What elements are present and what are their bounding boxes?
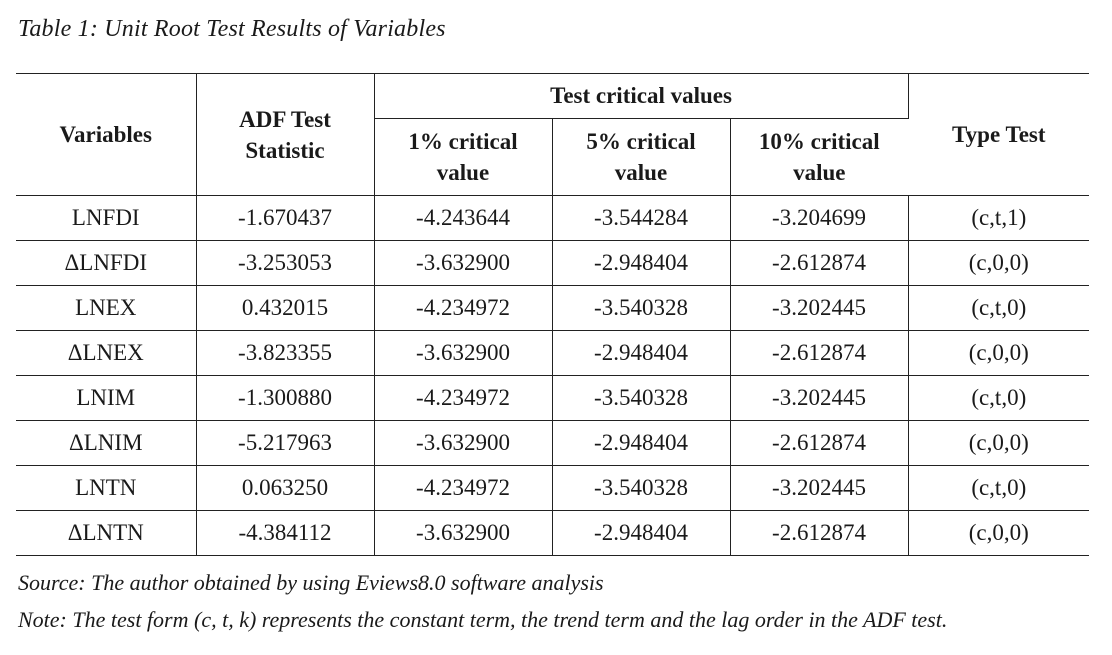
cell-type-test: (c,0,0): [908, 420, 1090, 466]
cell-adf-statistic: -1.300880: [196, 375, 375, 421]
cell-adf-statistic: -4.384112: [196, 510, 375, 556]
unit-root-table: Variables ADF Test Statistic Test critic…: [16, 73, 1090, 556]
cell-type-test: (c,t,0): [908, 465, 1090, 511]
table-row: LNFDI -1.670437 -4.243644 -3.544284 -3.2…: [16, 195, 1090, 241]
cell-variable: LNIM: [16, 375, 197, 421]
header-adf-line2: Statistic: [245, 137, 325, 163]
table-row: ΔLNIM -5.217963 -3.632900 -2.948404 -2.6…: [16, 420, 1090, 466]
cell-adf-statistic: -3.253053: [196, 240, 375, 286]
cell-cv-1pct: -3.632900: [374, 510, 553, 556]
header-cv-1pct: 1% critical value: [374, 118, 553, 196]
cell-cv-1pct: -4.234972: [374, 375, 553, 421]
header-cv5-line1: 5% critical: [586, 129, 696, 154]
header-cv-5pct: 5% critical value: [552, 118, 731, 196]
header-cv1-line2: value: [436, 160, 490, 185]
header-adf-statistic: ADF Test Statistic: [196, 73, 375, 196]
footnote: Note: The test form (c, t, k) represents…: [18, 607, 948, 632]
table-row: ΔLNEX -3.823355 -3.632900 -2.948404 -2.6…: [16, 330, 1090, 376]
table-row: LNIM -1.300880 -4.234972 -3.540328 -3.20…: [16, 375, 1090, 421]
header-cv1-line1: 1% critical: [408, 129, 518, 154]
cell-cv-10pct: -3.202445: [730, 375, 909, 421]
cell-variable: ΔLNEX: [16, 330, 197, 376]
cell-variable: ΔLNIM: [16, 420, 197, 466]
header-cv-10pct: 10% critical value: [730, 118, 909, 196]
header-cv5-line2: value: [614, 160, 668, 185]
cell-type-test: (c,t,0): [908, 375, 1090, 421]
header-cv10-line2: value: [793, 160, 846, 185]
cell-adf-statistic: -3.823355: [196, 330, 375, 376]
cell-cv-1pct: -3.632900: [374, 330, 553, 376]
header-type-test: Type Test: [908, 73, 1090, 196]
cell-variable: LNFDI: [16, 195, 197, 241]
cell-variable: LNEX: [16, 285, 197, 331]
cell-type-test: (c,0,0): [908, 240, 1090, 286]
table-row: LNTN 0.063250 -4.234972 -3.540328 -3.202…: [16, 465, 1090, 511]
table-row: ΔLNFDI -3.253053 -3.632900 -2.948404 -2.…: [16, 240, 1090, 286]
cell-type-test: (c,0,0): [908, 330, 1090, 376]
cell-cv-10pct: -2.612874: [730, 240, 909, 286]
table-caption: Table 1: Unit Root Test Results of Varia…: [18, 16, 446, 42]
table-row: LNEX 0.432015 -4.234972 -3.540328 -3.202…: [16, 285, 1090, 331]
cell-cv-10pct: -2.612874: [730, 330, 909, 376]
cell-cv-10pct: -3.204699: [730, 195, 909, 241]
cell-cv-5pct: -2.948404: [552, 330, 731, 376]
cell-cv-10pct: -2.612874: [730, 510, 909, 556]
cell-adf-statistic: -1.670437: [196, 195, 375, 241]
header-test-critical-values: Test critical values: [374, 73, 909, 119]
cell-cv-5pct: -3.540328: [552, 285, 731, 331]
cell-adf-statistic: 0.432015: [196, 285, 375, 331]
cell-variable: LNTN: [16, 465, 197, 511]
cell-cv-1pct: -4.234972: [374, 285, 553, 331]
cell-cv-1pct: -3.632900: [374, 420, 553, 466]
cell-cv-10pct: -3.202445: [730, 465, 909, 511]
header-cv10-line1: 10% critical: [758, 129, 880, 154]
cell-cv-5pct: -3.540328: [552, 465, 731, 511]
cell-type-test: (c,t,1): [908, 195, 1090, 241]
cell-cv-10pct: -3.202445: [730, 285, 909, 331]
source-note: Source: The author obtained by using Evi…: [18, 570, 604, 595]
cell-cv-1pct: -4.243644: [374, 195, 553, 241]
cell-type-test: (c,t,0): [908, 285, 1090, 331]
cell-cv-5pct: -3.540328: [552, 375, 731, 421]
cell-cv-1pct: -3.632900: [374, 240, 553, 286]
cell-cv-1pct: -4.234972: [374, 465, 553, 511]
cell-cv-5pct: -2.948404: [552, 240, 731, 286]
header-variables: Variables: [16, 73, 197, 196]
cell-variable: ΔLNTN: [16, 510, 197, 556]
header-adf-line1: ADF Test: [239, 106, 331, 132]
cell-cv-10pct: -2.612874: [730, 420, 909, 466]
cell-variable: ΔLNFDI: [16, 240, 197, 286]
cell-adf-statistic: 0.063250: [196, 465, 375, 511]
cell-cv-5pct: -3.544284: [552, 195, 731, 241]
cell-cv-5pct: -2.948404: [552, 420, 731, 466]
table-row: ΔLNTN -4.384112 -3.632900 -2.948404 -2.6…: [16, 510, 1090, 556]
cell-adf-statistic: -5.217963: [196, 420, 375, 466]
cell-type-test: (c,0,0): [908, 510, 1090, 556]
cell-cv-5pct: -2.948404: [552, 510, 731, 556]
